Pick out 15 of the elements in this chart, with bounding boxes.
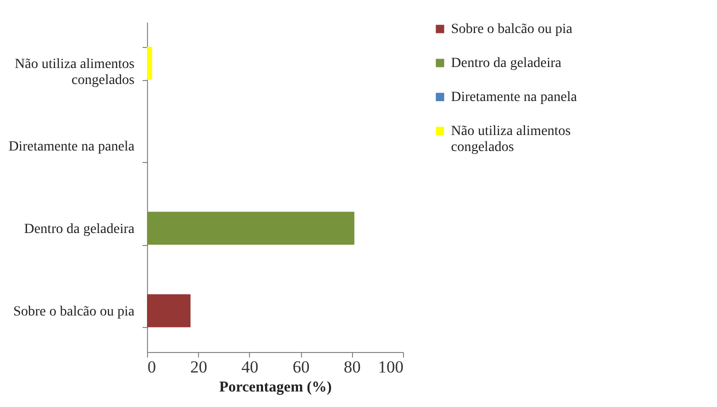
y-tick-label: Dentro da geladeira [24, 222, 136, 237]
y-tick-label: Sobre o balcão ou pia [13, 304, 136, 320]
legend-label: Dentro da geladeira [451, 56, 562, 71]
x-tick-label: 40 [241, 358, 258, 376]
x-axis-title: Porcentagem (%) [219, 380, 332, 396]
legend-label: Sobre o balcão ou pia [451, 22, 574, 37]
y-tick-label: Diretamente na panela [8, 139, 136, 154]
x-tick-label: 0 [148, 358, 156, 376]
x-tick-label: 80 [344, 358, 361, 376]
legend-label: Não utiliza alimentos congelados [451, 124, 571, 155]
x-tick-label: 100 [378, 358, 404, 376]
y-tick-label: Não utiliza alimentos congelados [14, 56, 134, 88]
x-tick-label: 60 [292, 358, 310, 376]
x-tick-label: 20 [190, 358, 208, 376]
legend-label: Diretamente na panela [451, 90, 578, 105]
